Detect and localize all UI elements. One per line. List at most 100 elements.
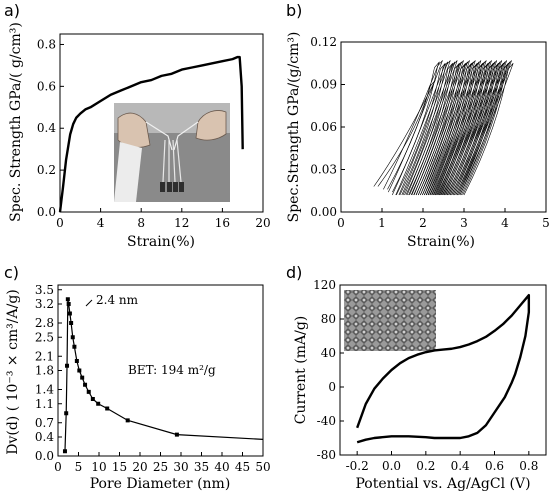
x-tick-label: 0 xyxy=(54,460,62,474)
data-point-marker xyxy=(72,344,77,349)
y-tick-label: 0.7 xyxy=(35,416,54,430)
chart-b-y-axis-label: Spec.Strength GPa/(g/cm³) xyxy=(286,32,302,223)
chart-c-x-axis-label: Pore Diameter (nm) xyxy=(90,476,231,492)
y-tick-label: 0.06 xyxy=(310,120,337,134)
inset-micrograph-mesh xyxy=(344,290,436,351)
x-tick-label: 1 xyxy=(378,216,386,230)
x-tick-label: 0.4 xyxy=(451,459,470,473)
data-point-marker xyxy=(69,321,74,325)
y-tick-label: 0.09 xyxy=(310,78,337,92)
panel-label-a: a) xyxy=(4,1,20,20)
chart-c-peak-annotation: 2.4 nm xyxy=(96,293,139,307)
x-tick-label: 12 xyxy=(174,216,189,230)
chart-a-y-axis-label: Spec. Strength GPa/( g/cm³) xyxy=(8,22,24,222)
hysteresis-loop xyxy=(418,61,468,196)
hysteresis-loop xyxy=(452,61,506,196)
data-point-marker xyxy=(65,297,70,302)
x-tick-label: 35 xyxy=(194,460,209,474)
x-tick-label: 5 xyxy=(75,460,83,474)
x-tick-label: 0.0 xyxy=(382,459,401,473)
y-tick-label: 80 xyxy=(321,312,336,326)
inset-photo-right-hand xyxy=(195,110,227,141)
panel-label-b: b) xyxy=(286,1,302,20)
chart-b-cyclic-strength-vs-strain: 0 1 2 3 4 5 0.00 0.03 0.06 0.09 0.12 Strain(%) Sp… xyxy=(286,32,550,250)
y-tick-label: 0.0 xyxy=(37,205,56,219)
data-point-marker xyxy=(62,449,67,454)
inset-photo-fiber-bundle xyxy=(145,121,199,151)
y-tick-label: 0.6 xyxy=(37,79,56,93)
chart-b-x-axis-label: Strain(%) xyxy=(407,234,475,250)
chart-d-inset-micrograph xyxy=(344,290,436,351)
chart-a-strength-vs-strain: 0 4 8 12 16 20 0.0 0.2 0.4 0.6 0.8 Strain(%) xyxy=(8,22,271,250)
chart-a-y-ticks: 0.0 0.2 0.4 0.6 0.8 xyxy=(37,37,64,219)
x-tick-label: 0 xyxy=(337,216,345,230)
x-tick-label: 50 xyxy=(255,460,270,474)
x-tick-label: 0 xyxy=(56,216,64,230)
x-tick-label: 25 xyxy=(153,460,168,474)
y-tick-label: -40 xyxy=(317,414,336,428)
y-tick-label: 0.2 xyxy=(37,163,56,177)
chart-a-x-axis-label: Strain(%) xyxy=(127,234,195,250)
data-point-marker xyxy=(66,302,71,306)
chart-a-plot-frame xyxy=(59,33,264,213)
x-tick-label: 2 xyxy=(419,216,427,230)
x-tick-label: 16 xyxy=(215,216,230,230)
data-point-marker xyxy=(90,397,95,401)
hysteresis-loop xyxy=(432,63,484,196)
x-tick-label: 8 xyxy=(137,216,145,230)
data-point-marker xyxy=(96,401,101,406)
y-tick-label: 3.5 xyxy=(35,283,54,297)
hysteresis-loop xyxy=(434,61,485,196)
chart-c-series-markers xyxy=(62,297,179,454)
chart-d-plot-frame xyxy=(339,284,547,456)
data-point-marker xyxy=(65,363,70,368)
y-tick-label: 0 xyxy=(328,380,336,394)
y-tick-label: 0.12 xyxy=(310,35,337,49)
y-tick-label: 0.8 xyxy=(37,37,56,51)
x-tick-label: 20 xyxy=(255,216,270,230)
data-point-marker xyxy=(105,406,110,411)
chart-d-y-ticks: -80 -40 0 40 80 120 xyxy=(313,278,344,462)
hysteresis-loop xyxy=(429,61,480,196)
y-tick-label: 1.8 xyxy=(35,364,54,378)
chart-a-inset-photo xyxy=(114,103,230,202)
panel-label-c: c) xyxy=(4,263,19,282)
y-tick-label: 0.0 xyxy=(35,449,54,463)
y-tick-label: 0.03 xyxy=(310,163,337,177)
chart-b-x-ticks: 0 1 2 3 4 5 xyxy=(337,208,550,230)
x-tick-label: 30 xyxy=(173,460,188,474)
panel-label-d: d) xyxy=(286,263,302,282)
data-point-marker xyxy=(125,418,130,423)
chart-c-x-ticks: 0 5 10 15 20 25 30 35 40 45 50 xyxy=(54,452,271,474)
x-tick-label: 45 xyxy=(235,460,250,474)
hysteresis-loop xyxy=(420,60,470,196)
hysteresis-loop xyxy=(425,60,476,196)
hysteresis-loop xyxy=(398,60,451,196)
x-tick-label: 40 xyxy=(214,460,229,474)
chart-a-series-line xyxy=(58,55,244,213)
data-point-marker xyxy=(64,411,69,416)
chart-d-cv-curve xyxy=(356,294,531,444)
data-point-marker xyxy=(67,311,72,316)
chart-d-y-axis-label: Current (mA/g) xyxy=(293,316,309,424)
data-point-marker xyxy=(86,389,91,394)
hysteresis-loop xyxy=(422,63,472,196)
x-tick-label: 4 xyxy=(501,216,509,230)
hysteresis-loop xyxy=(392,63,446,196)
x-tick-label: 0.6 xyxy=(485,459,504,473)
data-point-marker xyxy=(74,359,79,363)
chart-d-x-ticks: -0.2 0.0 0.2 0.4 0.6 0.8 xyxy=(346,451,538,473)
y-tick-label: -80 xyxy=(317,448,336,462)
y-tick-label: 2.5 xyxy=(35,330,54,344)
inset-photo-sleeve xyxy=(114,142,142,202)
data-point-marker xyxy=(83,382,88,387)
chart-c-y-ticks: 0.0 0.40.7 1.11.4 1.82.1 2.52.8 3.23.5 xyxy=(35,283,62,463)
hysteresis-loop xyxy=(458,60,512,196)
x-tick-label: 4 xyxy=(97,216,105,230)
hysteresis-loop xyxy=(395,61,449,196)
data-point-marker xyxy=(80,375,85,380)
chart-b-y-ticks: 0.00 0.03 0.06 0.09 0.12 xyxy=(310,35,345,219)
y-tick-label: 2.8 xyxy=(35,316,54,330)
hysteresis-loop xyxy=(431,60,482,196)
